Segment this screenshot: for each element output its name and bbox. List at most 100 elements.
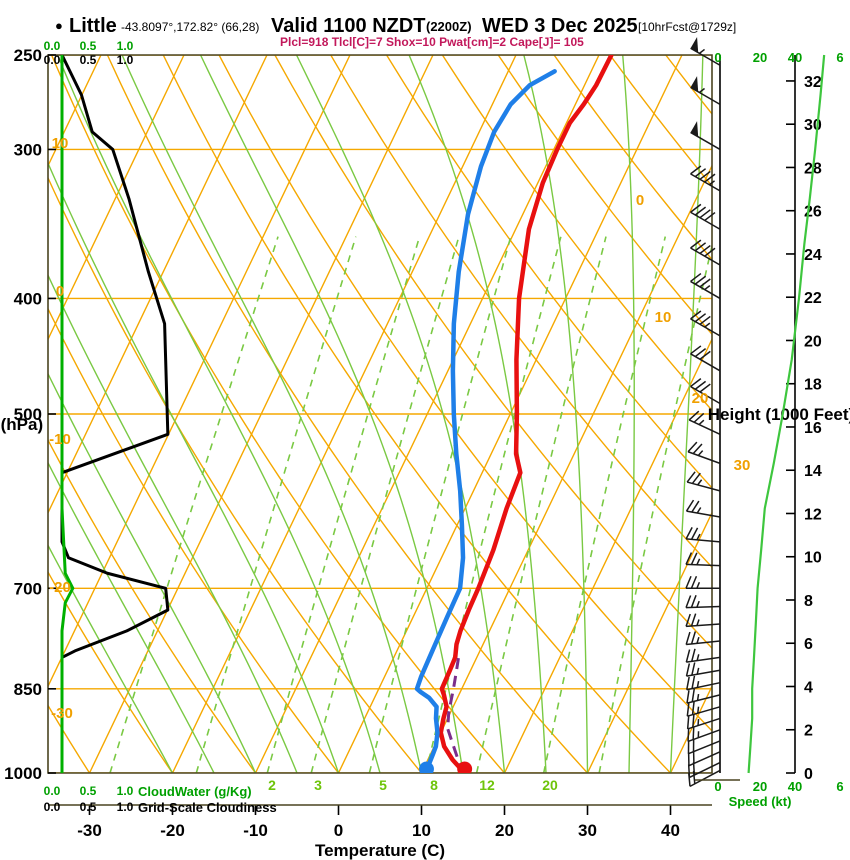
wind-barb-half-11	[697, 450, 704, 456]
wind-barb-full-3	[694, 168, 707, 178]
wind-barb-full-14	[690, 527, 699, 540]
forecast-info: [10hrFcst@1729z]	[638, 20, 736, 34]
wind-barb	[690, 165, 721, 192]
valid-date: WED 3 Dec 2025	[482, 15, 638, 37]
wind-barb	[688, 410, 721, 435]
mixing-ratio-0.4	[109, 236, 279, 773]
pressure-tick-850: 850	[14, 680, 42, 699]
pressure-tick-1000: 1000	[4, 764, 42, 783]
wind-barb-half-18	[696, 619, 700, 626]
height-tick-12: 12	[804, 506, 822, 523]
mixing-ratio-5	[368, 236, 512, 773]
wind-barb-full-30	[692, 770, 696, 784]
isotherm--20	[171, 55, 517, 773]
wind-barb-full-10	[693, 412, 705, 423]
speed-tick-top-1: 20	[753, 50, 767, 65]
wind-barb-half-7	[704, 322, 711, 328]
temperature-tick-0: 0	[334, 821, 343, 840]
wind-barb-full-16	[685, 575, 692, 589]
cloudiness-legend-title: Grid-Scale Cloudiness	[138, 800, 277, 815]
mixing-ratio-20	[542, 236, 667, 773]
wind-barb	[690, 203, 721, 230]
wind-barb-full-23	[691, 688, 695, 702]
dry-adiabat-label-3: -20	[49, 579, 71, 596]
wind-barb-full-3	[699, 170, 711, 180]
height-tick-8: 8	[804, 593, 813, 610]
height-tick-10: 10	[804, 550, 822, 567]
pressure-tick-500: 500	[14, 405, 42, 424]
dry-adiabat--40	[0, 55, 7, 773]
mixing-ratio-label-2: 5	[379, 777, 387, 793]
wind-barb	[685, 662, 721, 677]
height-tick-22: 22	[804, 290, 822, 307]
wind-barb-half-21	[696, 667, 700, 675]
speed-axis-label: Speed (kt)	[729, 794, 792, 809]
wind-barb-full-17	[685, 595, 692, 608]
height-tick-6: 6	[804, 636, 813, 653]
wind-barb-half-1	[698, 87, 706, 94]
wind-barb-full-17	[690, 595, 697, 608]
height-tick-20: 20	[804, 333, 822, 350]
wind-barb-shaft-21	[686, 669, 721, 677]
dry-adiabat-label-7: 20	[692, 390, 709, 407]
wind-barb-full-23	[686, 690, 690, 704]
isotherm--40	[48, 55, 351, 688]
wind-barb-full-11	[692, 443, 703, 455]
surface-dewpoint-marker	[418, 761, 434, 773]
wind-barb-full-18	[690, 613, 697, 627]
surface-temperature-marker	[457, 761, 473, 773]
speed-tick-top-0: 0	[714, 50, 721, 65]
wind-barb-half-17	[696, 600, 700, 608]
wind-barb-half-20	[696, 654, 700, 661]
wind-barb	[686, 675, 721, 691]
cloudwater-tick-bottom-0: 0.0	[44, 784, 61, 798]
speed-tick-bottom-3: 6	[836, 779, 843, 794]
left-legends: 0.00.00.50.51.01.00.00.00.50.51.01.0Clou…	[44, 39, 277, 815]
mixing-ratio-3	[310, 236, 460, 773]
stability-indices: Plcl=918 Tlcl[C]=7 Shox=10 Pwat[cm]=2 Ca…	[280, 35, 584, 49]
cloudiness-tick-bottom-1: 0.5	[80, 800, 97, 814]
height-tick-14: 14	[804, 463, 822, 480]
speed-tick-top-3: 6	[836, 50, 843, 65]
height-axis-label: Height (1000 Feet)	[708, 405, 850, 424]
wind-barb	[685, 499, 721, 518]
wind-barb-shaft-11	[687, 451, 721, 465]
dry-adiabat--20	[48, 570, 174, 773]
cloudwater-legend-title: CloudWater (g/Kg)	[138, 784, 252, 799]
wind-barb-full-5	[699, 244, 711, 255]
mixing-ratio-label-1: 3	[314, 777, 322, 793]
wind-barb-full-19	[685, 631, 691, 645]
wind-barb-full-9	[699, 383, 711, 393]
plot-frame	[47, 54, 713, 774]
cloudiness-tick-bottom-0: 0.0	[44, 800, 61, 814]
wind-barb-half-22	[696, 680, 700, 688]
temperature-tick-40: 40	[661, 821, 680, 840]
wind-barb	[688, 769, 721, 788]
wind-barb-full-9	[690, 378, 702, 388]
wind-barb	[690, 121, 721, 151]
wind-barb-full-25	[692, 714, 695, 728]
moist-adiabat-5	[56, 55, 381, 773]
wind-barb-full-11	[687, 441, 698, 453]
height-tick-2: 2	[804, 723, 813, 740]
dry-adiabat-label-1: 0	[56, 283, 64, 300]
wind-barb	[686, 688, 721, 704]
cloudiness-tick-top-2: 1.0	[117, 53, 134, 67]
wind-barb-full-14	[685, 527, 693, 540]
dry-adiabat-80	[385, 55, 712, 490]
wind-barb-full-9	[694, 380, 707, 390]
height-tick-32: 32	[804, 74, 822, 91]
wind-barb	[685, 631, 721, 646]
wind-barb	[686, 701, 721, 717]
mixing-ratio-label-4: 12	[479, 777, 495, 793]
moist-adiabat-10	[121, 55, 423, 773]
temperature-tick-20: 20	[495, 821, 514, 840]
wind-barb-full-10	[688, 410, 700, 421]
wind-barb-full-7	[690, 310, 702, 320]
axes: 2503004005007008501000P (hPa)-30-20-1001…	[0, 46, 712, 860]
wind-barb	[685, 595, 721, 609]
dry-adiabat-label-0: 10	[52, 135, 69, 152]
dry-adiabat-90	[441, 55, 712, 412]
